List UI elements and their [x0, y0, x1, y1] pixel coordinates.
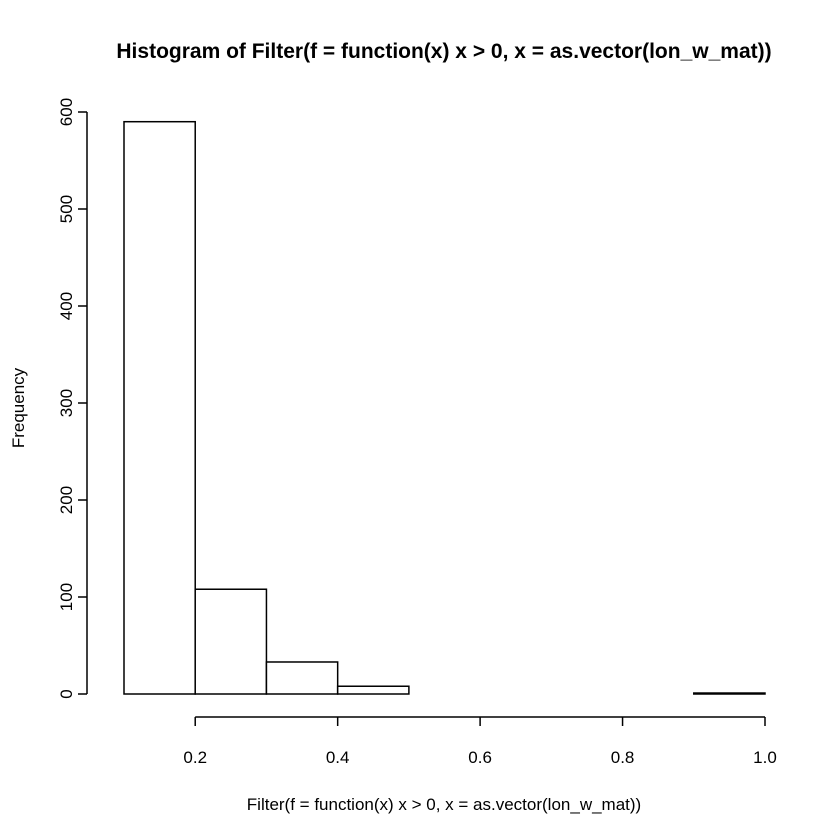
x-tick-label: 0.4: [326, 748, 350, 767]
y-axis: 0 100 200 300 400 500 600: [57, 98, 88, 699]
x-tick-label: 0.2: [183, 748, 207, 767]
y-tick-label: 200: [57, 486, 76, 514]
histogram-bars: [123, 120, 766, 695]
y-tick-label: 300: [57, 389, 76, 417]
histogram-bar-8: [693, 692, 766, 695]
x-tick-label: 0.6: [468, 748, 492, 767]
histogram-bar-3: [336, 685, 410, 695]
x-axis: 0.2 0.4 0.6 0.8 1.0: [183, 716, 777, 767]
y-tick-label: 100: [57, 583, 76, 611]
y-tick-label: 500: [57, 195, 76, 223]
x-tick-label: 1.0: [753, 748, 777, 767]
y-tick-label: 600: [57, 98, 76, 126]
y-tick-label: 0: [57, 689, 76, 698]
histogram-bar-1: [194, 588, 268, 695]
histogram-bar-2: [265, 661, 339, 695]
y-tick-label: 400: [57, 292, 76, 320]
x-tick-label: 0.8: [611, 748, 635, 767]
x-axis-label: Filter(f = function(x) x > 0, x = as.vec…: [247, 795, 641, 814]
y-axis-label: Frequency: [9, 367, 28, 448]
chart-title: Histogram of Filter(f = function(x) x > …: [116, 40, 771, 63]
histogram-bar-0: [123, 120, 196, 695]
